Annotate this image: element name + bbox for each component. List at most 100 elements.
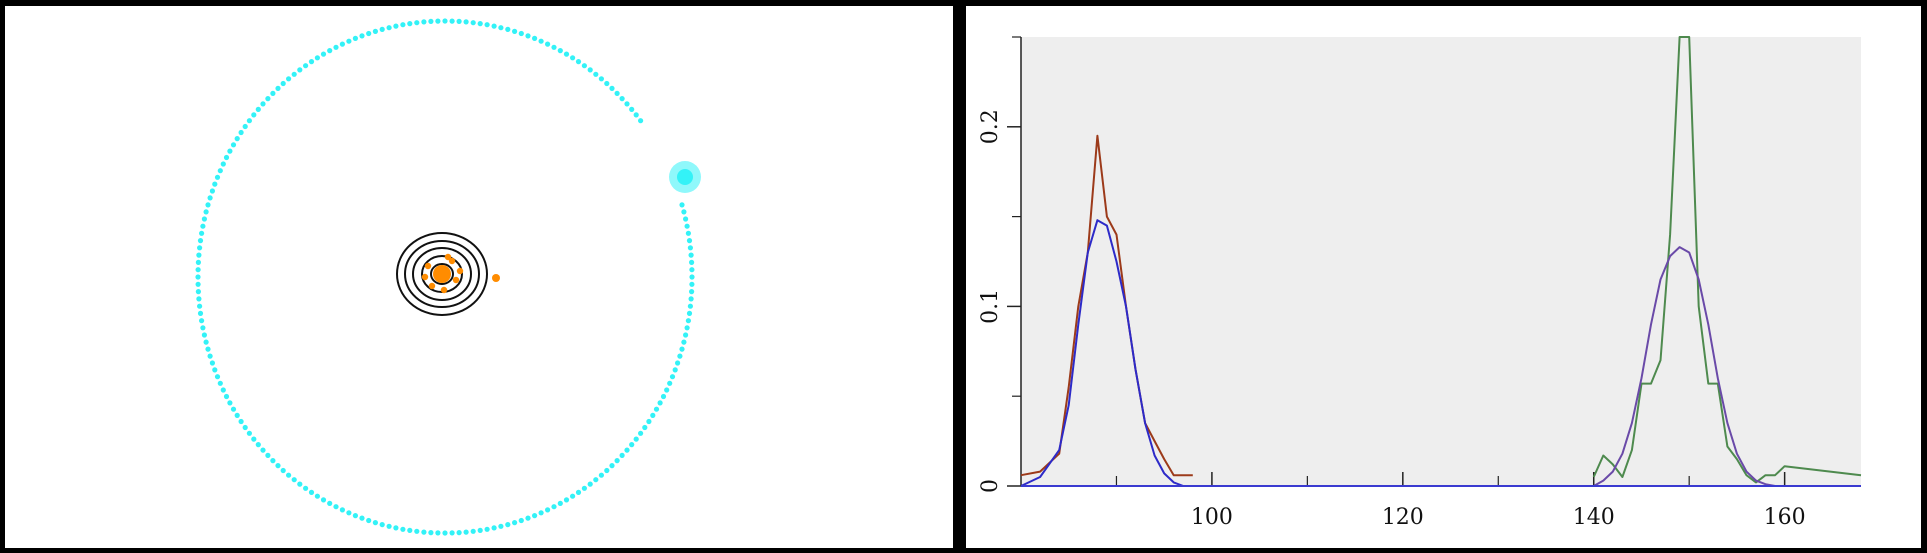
orbit-dot [532,513,538,519]
orbit-dot [681,209,687,215]
orbit-dot [679,346,685,352]
orbit-dot [624,101,630,107]
orbit-dot [681,339,687,345]
star-marker [492,274,500,282]
orbit-dot [619,452,625,458]
x-tick-label: 120 [1382,505,1424,530]
orbit-dot [518,517,524,524]
orbit-dot [633,112,639,118]
orbit-dot [609,463,615,469]
series-line-2 [1020,219,1184,487]
x-tick-label: 140 [1573,505,1615,530]
orbit-dot [227,400,233,406]
orbit-dot [195,274,201,280]
orbit-dot [286,472,292,478]
orbit-dot [238,129,244,136]
orbit-dot [683,216,689,222]
orbit-dot [512,520,518,526]
orbit-dot [685,230,692,236]
orbit-dot [525,33,531,39]
star-wobble-dot [440,286,448,294]
contour-ring [430,263,454,285]
orbit-dot [538,38,544,44]
orbit-dot [689,259,695,265]
orbit-dot [201,216,207,222]
orbit-dot [366,30,372,37]
orbit-dot [217,168,223,174]
orbit-dot [291,477,297,483]
orbit-dot [407,21,413,27]
orbit-dot [689,281,695,287]
orbit-dot [664,387,670,393]
orbit-dot [308,59,315,65]
orbit-dot [563,51,570,57]
orbit-dot [197,238,204,244]
orbit-dot [246,118,252,124]
orbit-dot [260,101,266,107]
orbit-dot [687,303,694,309]
orbit-dot [366,517,372,524]
orbit-dot [400,526,406,532]
orbit-dot [477,527,483,534]
orbit-dot [280,80,286,87]
planet[interactable] [677,169,693,185]
orbit-dot [251,112,257,118]
orbit-dot [685,318,692,324]
orbit-dot [195,281,201,287]
orbit-dot [286,76,292,82]
contour-ring [396,232,488,316]
orbit-dot [339,41,345,47]
orbit-dot [498,25,504,31]
orbit-dot [352,513,358,519]
orbit-dot [207,195,213,201]
orbit-dot [624,447,630,453]
orbit-dot [689,267,695,273]
orbit-dot [575,59,582,65]
star-wobble-dot [424,262,432,270]
orbit-dot [581,63,588,69]
star-core [433,265,451,283]
orbit-dot [386,523,392,529]
orbit-dot [669,374,676,380]
orbit-dot [393,525,399,531]
orbit-dot [538,510,544,516]
star-wobble-dot [448,257,456,265]
orbit-dot [532,35,538,41]
orbit-dot [242,424,248,431]
orbit-dot [280,467,286,474]
orbit-dot [498,523,504,529]
orbit-dot [684,223,690,229]
orbit-dot [428,530,434,536]
orbit-dot [512,28,518,34]
orbit-dot [197,303,203,309]
orbit-dot [557,500,563,506]
orbit-dot [212,367,218,373]
orbit-dot [684,325,690,331]
orbit-dot [314,493,320,499]
orbit-dot [359,515,365,521]
orbit-dot [320,497,327,503]
x-tick-label: 160 [1764,505,1806,530]
orbit-dot [677,353,683,359]
orbit-dot [679,202,685,208]
orbit-dot [197,310,204,316]
orbit-dot [456,18,462,24]
series-line-4 [1593,246,1785,487]
orbit-dot [629,442,635,448]
orbit-dot [303,63,309,69]
orbit-dot [199,318,205,324]
orbit-dot [220,161,226,167]
orbit-dot [203,339,209,345]
plot-area [1021,37,1861,486]
orbit-dot [297,67,303,73]
orbit-dot [400,22,406,28]
orbit-dot [463,529,469,535]
series-line-1 [1020,134,1193,477]
orbit-dot [265,96,271,102]
orbit-dot [234,136,240,142]
orbit-dot [428,18,434,24]
orbit-dot [575,489,582,495]
orbit-dot [675,360,681,366]
orbit-dot [255,106,261,112]
orbit-dot [327,48,333,54]
